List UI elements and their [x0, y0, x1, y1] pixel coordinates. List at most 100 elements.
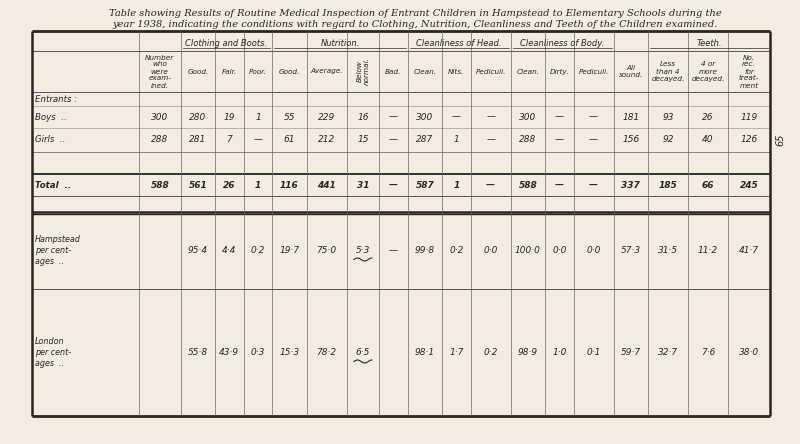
- Text: 1: 1: [454, 135, 459, 144]
- Text: 11·2: 11·2: [698, 246, 718, 255]
- Text: Less
than 4
decayed.: Less than 4 decayed.: [651, 62, 685, 82]
- Text: 43·9: 43·9: [219, 348, 239, 357]
- Text: 0·2: 0·2: [483, 348, 498, 357]
- Text: —: —: [589, 112, 598, 122]
- Text: 65: 65: [775, 134, 785, 146]
- Text: 61: 61: [284, 135, 295, 144]
- Text: Bad.: Bad.: [385, 68, 402, 75]
- Text: 212: 212: [318, 135, 335, 144]
- Text: 0·2: 0·2: [250, 246, 265, 255]
- Text: 32·7: 32·7: [658, 348, 678, 357]
- Text: Total  ..: Total ..: [35, 181, 71, 190]
- Text: 300: 300: [519, 112, 537, 122]
- Text: 0·1: 0·1: [586, 348, 601, 357]
- Text: 300: 300: [151, 112, 168, 122]
- Text: —: —: [389, 135, 398, 144]
- Text: 588: 588: [518, 181, 537, 190]
- Text: 59·7: 59·7: [621, 348, 641, 357]
- Text: 181: 181: [622, 112, 639, 122]
- Text: 0·3: 0·3: [250, 348, 265, 357]
- Text: —: —: [589, 181, 598, 190]
- Text: —: —: [452, 112, 461, 122]
- Text: —: —: [389, 246, 398, 255]
- Text: 588: 588: [150, 181, 169, 190]
- Text: Fair.: Fair.: [222, 68, 237, 75]
- Text: 0·2: 0·2: [449, 246, 463, 255]
- Text: 1: 1: [255, 181, 261, 190]
- Text: 93: 93: [662, 112, 674, 122]
- Text: 100·0: 100·0: [515, 246, 541, 255]
- Text: 288: 288: [519, 135, 537, 144]
- Text: No.
rec.
for
treat-
ment: No. rec. for treat- ment: [739, 55, 759, 88]
- Text: 441: 441: [318, 181, 336, 190]
- Text: Entrants :: Entrants :: [35, 95, 77, 103]
- Text: 16: 16: [357, 112, 369, 122]
- Text: 7: 7: [226, 135, 232, 144]
- Text: Cleanliness of Body.: Cleanliness of Body.: [520, 40, 604, 48]
- Text: Hampstead
per cent-
ages  ..: Hampstead per cent- ages ..: [35, 235, 81, 266]
- Text: Good.: Good.: [187, 68, 209, 75]
- Text: 26: 26: [702, 112, 714, 122]
- Text: 55·8: 55·8: [188, 348, 208, 357]
- Text: 26: 26: [223, 181, 236, 190]
- Text: 1·0: 1·0: [552, 348, 566, 357]
- Text: 41·7: 41·7: [739, 246, 759, 255]
- Text: 119: 119: [740, 112, 758, 122]
- Text: 337: 337: [622, 181, 640, 190]
- Text: 95·4: 95·4: [188, 246, 208, 255]
- Text: 15: 15: [357, 135, 369, 144]
- Text: Dirty.: Dirty.: [550, 68, 569, 75]
- Text: 116: 116: [280, 181, 299, 190]
- Text: 98·1: 98·1: [414, 348, 435, 357]
- Text: 55: 55: [284, 112, 295, 122]
- Text: 31: 31: [357, 181, 369, 190]
- Text: 229: 229: [318, 112, 335, 122]
- Text: 57·3: 57·3: [621, 246, 641, 255]
- Text: 561: 561: [189, 181, 207, 190]
- Text: —: —: [486, 135, 495, 144]
- Text: 98·9: 98·9: [518, 348, 538, 357]
- Text: 0·0: 0·0: [586, 246, 601, 255]
- Text: 92: 92: [662, 135, 674, 144]
- Text: 287: 287: [416, 135, 434, 144]
- Text: Below
normal.: Below normal.: [356, 58, 370, 85]
- Text: Poor.: Poor.: [249, 68, 267, 75]
- Text: 7·6: 7·6: [701, 348, 715, 357]
- Text: Clean.: Clean.: [516, 68, 539, 75]
- Text: Pediculi.: Pediculi.: [578, 68, 609, 75]
- Text: 0·0: 0·0: [483, 246, 498, 255]
- Text: Boys  ..: Boys ..: [35, 112, 66, 122]
- Text: 75·0: 75·0: [317, 246, 337, 255]
- Text: 156: 156: [622, 135, 639, 144]
- Text: 19: 19: [224, 112, 235, 122]
- Text: 31·5: 31·5: [658, 246, 678, 255]
- Text: Nits.: Nits.: [448, 68, 465, 75]
- Text: Table showing Results of Routine Medical Inspection of Entrant Children in Hamps: Table showing Results of Routine Medical…: [109, 9, 722, 18]
- Text: Clean.: Clean.: [414, 68, 436, 75]
- Text: Teeth.: Teeth.: [696, 40, 722, 48]
- Text: 5·3: 5·3: [356, 246, 370, 255]
- Text: 126: 126: [740, 135, 758, 144]
- Text: 245: 245: [740, 181, 758, 190]
- Text: 40: 40: [702, 135, 714, 144]
- Text: 4·4: 4·4: [222, 246, 237, 255]
- Text: year 1938, indicating the conditions with regard to Clothing, Nutrition, Cleanli: year 1938, indicating the conditions wit…: [112, 20, 718, 29]
- Text: 78·2: 78·2: [317, 348, 337, 357]
- Text: Girls  ..: Girls ..: [35, 135, 66, 144]
- Text: —: —: [554, 181, 564, 190]
- Text: —: —: [389, 112, 398, 122]
- Text: Nutrition.: Nutrition.: [320, 40, 360, 48]
- Text: 66: 66: [702, 181, 714, 190]
- Text: Good.: Good.: [279, 68, 300, 75]
- Text: 281: 281: [190, 135, 206, 144]
- Text: 587: 587: [415, 181, 434, 190]
- Text: Cleanliness of Head.: Cleanliness of Head.: [417, 40, 502, 48]
- Text: 1: 1: [453, 181, 459, 190]
- Text: Average.: Average.: [310, 68, 343, 75]
- Text: Pediculi.: Pediculi.: [475, 68, 506, 75]
- Text: 6·5: 6·5: [356, 348, 370, 357]
- Text: —: —: [589, 135, 598, 144]
- Text: 99·8: 99·8: [414, 246, 435, 255]
- Text: 38·0: 38·0: [739, 348, 759, 357]
- Text: 300: 300: [416, 112, 434, 122]
